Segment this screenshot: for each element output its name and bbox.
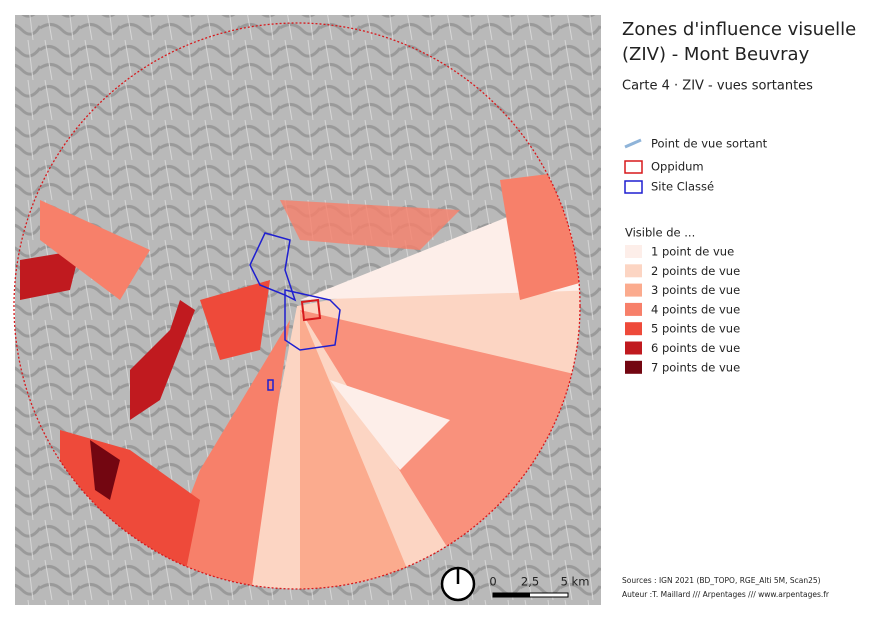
legend-swatch	[624, 138, 642, 149]
legend-swatch	[625, 341, 642, 355]
legend-label: 5 points de vue	[651, 322, 740, 336]
legend-swatch	[625, 264, 642, 278]
scale-label: 2,5	[521, 575, 539, 589]
legend-label: 2 points de vue	[651, 264, 740, 278]
map	[13, 15, 601, 605]
sources: Sources : IGN 2021 (BD_TOPO, RGE_Alti 5M…	[622, 576, 821, 585]
title: (ZIV) - Mont Beuvray	[622, 44, 810, 65]
legend-swatch	[625, 302, 642, 316]
legend-label: Point de vue sortant	[651, 137, 768, 151]
scale-label: 5 km	[561, 575, 590, 589]
legend-swatch	[624, 180, 643, 194]
legend-label: 6 points de vue	[651, 341, 740, 355]
sources: Auteur :T. Maillard /// Arpentages /// w…	[622, 590, 830, 599]
legend-swatch	[625, 322, 642, 336]
legend-swatch	[624, 160, 643, 174]
scale-label: 0	[489, 575, 496, 589]
legend-swatch	[625, 245, 642, 258]
legend-swatch	[625, 360, 642, 374]
legend-heading: Visible de ...	[625, 226, 695, 240]
legend-label: 3 points de vue	[651, 283, 740, 297]
legend-label: Site Classé	[651, 180, 714, 194]
legend-swatch	[625, 283, 642, 297]
subtitle: Carte 4 · ZIV - vues sortantes	[622, 79, 813, 94]
legend-label: Oppidum	[651, 160, 704, 174]
legend-label: 4 points de vue	[651, 302, 740, 316]
title: Zones d'influence visuelle	[622, 19, 856, 40]
legend-label: 7 points de vue	[651, 360, 740, 374]
legend-label: 1 point de vue	[651, 245, 734, 259]
